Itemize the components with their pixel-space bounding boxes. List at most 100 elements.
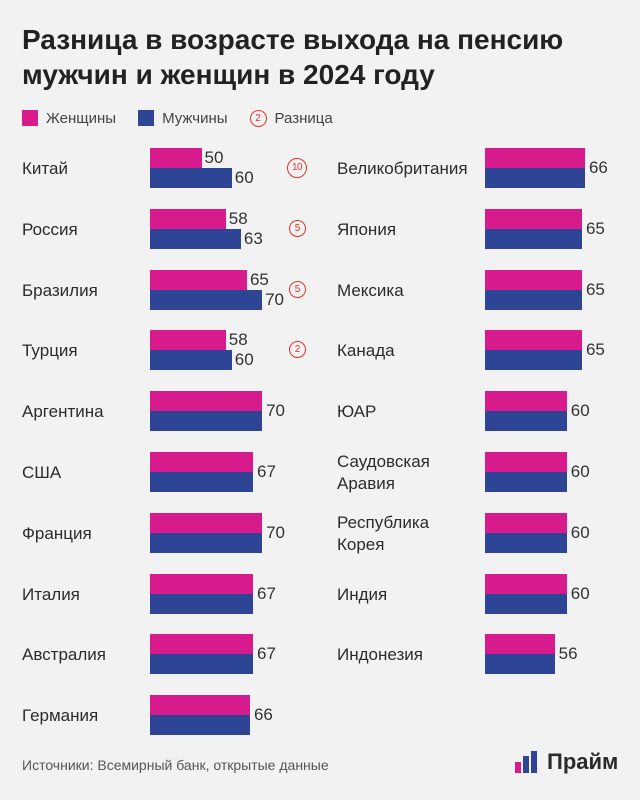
value-label: 60 — [570, 583, 590, 603]
bar-men — [150, 411, 263, 432]
legend-diff: 2 Разница — [249, 109, 333, 127]
legend-men: Мужчины — [138, 109, 228, 127]
value-label: 67 — [257, 644, 276, 664]
bar-women — [485, 452, 567, 472]
value-label: 60 — [570, 462, 590, 481]
bar-men — [485, 350, 582, 371]
bar-women — [485, 634, 555, 655]
logo-text: Прайм — [547, 749, 619, 774]
legend-women-label: Женщины — [46, 109, 117, 127]
bar-men — [485, 289, 582, 310]
chart-row: Индия 60 — [0, 573, 640, 616]
country-label: Великобритания — [337, 159, 468, 178]
bar-men — [485, 593, 567, 614]
country-label: Россия — [22, 219, 78, 239]
bar-men — [150, 715, 250, 736]
value-men: 60 — [234, 350, 254, 370]
chart-row: Аргентина 70 — [0, 391, 640, 433]
value-men: 70 — [265, 289, 285, 309]
country-label: Республика Корея — [337, 512, 430, 554]
difference-badge: 2 — [289, 341, 306, 359]
legend-women: Женщины — [22, 110, 116, 127]
chart-row: Италия 67 — [0, 573, 640, 616]
country-label: Япония — [337, 219, 397, 239]
bar-men — [150, 289, 263, 310]
prime-logo-icon — [515, 751, 537, 773]
legend-men-label: Мужчины — [162, 109, 228, 127]
chart-row: Индонезия 56 — [0, 634, 640, 676]
bar-women — [150, 573, 253, 594]
chart-row: Великобритания 66 — [0, 148, 640, 190]
bar-women — [485, 208, 582, 229]
bar-men — [485, 472, 567, 492]
source-note: Источники: Всемирный банк, открытые данн… — [22, 757, 329, 773]
bar-men — [150, 350, 232, 371]
bar-men — [150, 168, 232, 188]
difference-badge: 10 — [287, 158, 307, 178]
bar-men — [485, 411, 567, 432]
chart-row: Турция 58 60 2 — [0, 330, 640, 372]
country-label: Германия — [22, 706, 99, 726]
value-men: 63 — [243, 228, 263, 248]
bar-women — [485, 269, 582, 290]
bar-women — [150, 391, 263, 412]
bar-men — [485, 228, 582, 249]
legend-women-swatch — [22, 110, 38, 126]
country-label: Турция — [22, 341, 78, 361]
country-label: Китай — [22, 159, 68, 178]
legend-diff-label: Разница — [274, 109, 333, 127]
country-label: Саудовская Аравия — [337, 452, 430, 493]
country-label: Индонезия — [337, 645, 423, 665]
country-label: Франция — [22, 523, 92, 543]
chart-row: Австралия 67 — [0, 634, 640, 676]
value-label: 60 — [570, 522, 590, 542]
bar-women — [150, 634, 253, 655]
chart-row: Франция 70 — [0, 512, 640, 555]
country-label: Канада — [337, 341, 395, 361]
logo: Прайм — [515, 749, 618, 775]
legend: Женщины Мужчины 2 Разница — [22, 108, 355, 128]
chart-row: Канада 65 — [0, 330, 640, 372]
bar-women — [150, 512, 263, 533]
value-women: 58 — [228, 208, 248, 228]
country-label: США — [22, 463, 62, 482]
bar-women — [485, 391, 567, 412]
legend-men-swatch — [138, 110, 155, 126]
chart-row: Япония 65 — [0, 208, 640, 251]
difference-badge: 5 — [289, 280, 306, 298]
bar-women — [485, 512, 567, 533]
bar-men — [150, 228, 241, 249]
bar-women — [485, 573, 567, 594]
value-label: 65 — [585, 218, 605, 238]
bar-men — [150, 593, 253, 614]
bar-men — [150, 654, 253, 675]
chart-row: США 67 — [0, 452, 640, 494]
difference-badge: 5 — [289, 219, 306, 237]
chart-row: ЮАР 60 — [0, 391, 640, 433]
value-men: 60 — [234, 168, 254, 187]
bar-men — [150, 532, 263, 553]
chart-row: Германия 66 — [0, 695, 640, 737]
value-label: 70 — [266, 522, 286, 542]
value-label: 66 — [588, 158, 608, 177]
bar-women — [485, 330, 582, 351]
country-label: Италия — [22, 584, 80, 604]
chart-row: Россия 58 63 5 — [0, 208, 640, 251]
country-label: Индия — [337, 584, 388, 604]
bar-women — [150, 452, 253, 472]
chart-row: Саудовская Аравия 60 — [0, 452, 640, 494]
country-label: Австралия — [22, 645, 106, 665]
bar-women — [485, 148, 585, 168]
value-women: 58 — [228, 330, 248, 350]
value-label: 60 — [570, 401, 590, 421]
value-label: 65 — [585, 340, 605, 360]
country-label: Мексика — [337, 280, 404, 300]
chart-row: Бразилия 65 70 5 — [0, 269, 640, 312]
country-label: ЮАР — [337, 402, 377, 422]
value-label: 70 — [266, 401, 286, 421]
bar-women — [150, 695, 250, 716]
value-women: 50 — [204, 148, 224, 167]
value-label: 56 — [558, 644, 578, 664]
value-label: 67 — [257, 583, 276, 603]
chart-row: Мексика 65 — [0, 269, 640, 312]
